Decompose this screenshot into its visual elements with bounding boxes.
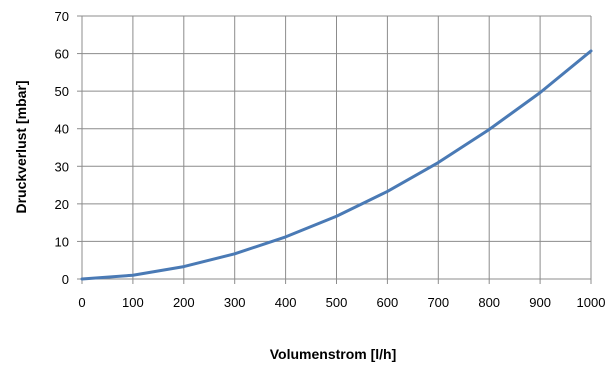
x-tick-label: 200 xyxy=(173,295,195,310)
x-tick-label: 100 xyxy=(122,295,144,310)
y-tick-label: 30 xyxy=(55,159,69,174)
x-tick-label: 500 xyxy=(326,295,348,310)
y-tick-label: 10 xyxy=(55,234,69,249)
x-tick-label: 1000 xyxy=(577,295,606,310)
series-line-0 xyxy=(80,49,593,281)
x-axis-label: Volumenstrom [l/h] xyxy=(270,346,397,362)
x-tick-label: 900 xyxy=(529,295,551,310)
x-tick-label: 400 xyxy=(275,295,297,310)
y-tick-label: 70 xyxy=(55,9,69,24)
y-tick-labels: 0 10 20 30 40 50 60 70 xyxy=(55,9,69,287)
x-tick-labels: 0 100 200 300 400 500 600 700 800 900 1000 xyxy=(78,295,605,310)
axes xyxy=(77,15,592,284)
y-tick-label: 60 xyxy=(55,47,69,62)
y-axis-label: Druckverlust [mbar] xyxy=(13,80,29,213)
y-tick-label: 40 xyxy=(55,122,69,137)
series-lines xyxy=(80,49,593,281)
y-tick-label: 50 xyxy=(55,84,69,99)
x-tick-label: 300 xyxy=(224,295,246,310)
grid xyxy=(81,15,592,280)
y-tick-label: 0 xyxy=(62,272,69,287)
x-tick-label: 600 xyxy=(377,295,399,310)
x-tick-label: 800 xyxy=(478,295,500,310)
y-tick-label: 20 xyxy=(55,197,69,212)
x-tick-label: 700 xyxy=(427,295,449,310)
x-tick-label: 0 xyxy=(78,295,85,310)
